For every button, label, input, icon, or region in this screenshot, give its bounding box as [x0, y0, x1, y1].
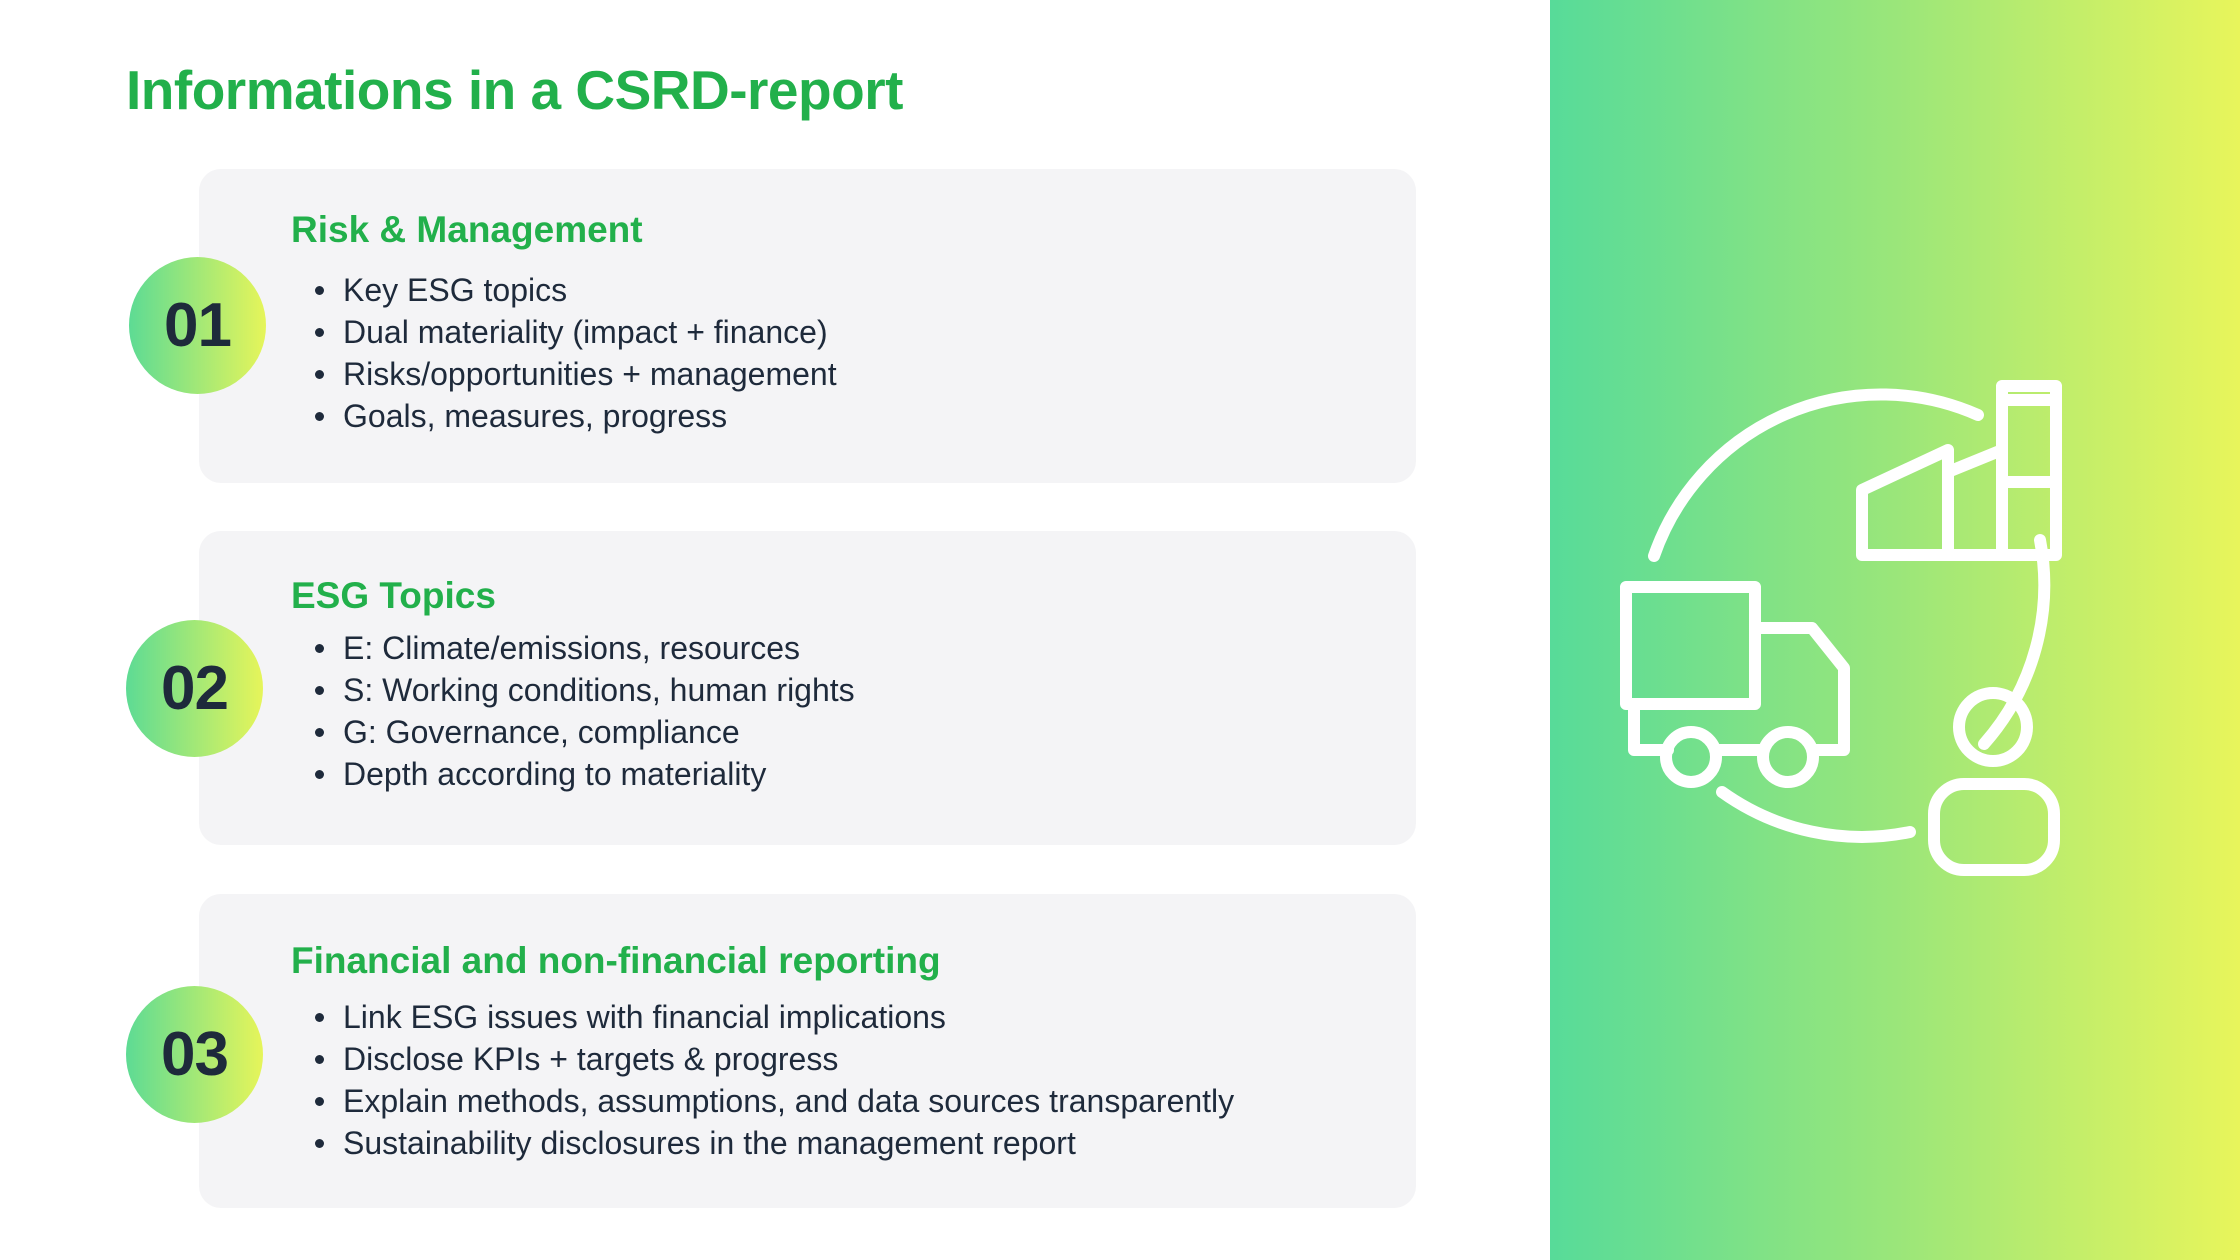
content-area: Informations in a CSRD-report Risk & Man…	[126, 59, 1416, 1208]
section-number-badge: 02	[126, 620, 263, 757]
cycle-arrows-icon	[1648, 388, 2051, 843]
section-heading: Financial and non-financial reporting	[291, 940, 941, 981]
truck-icon	[1620, 581, 1850, 788]
section-bullet-list: Key ESG topics Dual materiality (impact …	[293, 269, 837, 437]
bullet-item: G: Governance, compliance	[293, 711, 855, 753]
bullet-item: Goals, measures, progress	[293, 395, 837, 437]
bullet-item: Disclose KPIs + targets & progress	[293, 1038, 1234, 1080]
bullet-item: Dual materiality (impact + finance)	[293, 311, 837, 353]
gradient-panel	[1550, 0, 2240, 1260]
bullet-item: Sustainability disclosures in the manage…	[293, 1122, 1234, 1164]
section-card-risk-management: Risk & Management Key ESG topics Dual ma…	[199, 169, 1416, 483]
bullet-item: E: Climate/emissions, resources	[293, 627, 855, 669]
supply-chain-illustration	[1620, 380, 2062, 876]
section-number-badge: 03	[126, 986, 263, 1123]
bullet-item: Key ESG topics	[293, 269, 837, 311]
section-heading: Risk & Management	[291, 209, 643, 250]
section-card-financial-reporting: Financial and non-financial reporting Li…	[199, 894, 1416, 1208]
section-number-badge: 01	[129, 257, 266, 394]
bullet-item: Explain methods, assumptions, and data s…	[293, 1080, 1234, 1122]
bullet-item: Risks/opportunities + management	[293, 353, 837, 395]
factory-icon	[1856, 380, 2062, 561]
section-heading: ESG Topics	[291, 575, 496, 616]
page-title: Informations in a CSRD-report	[126, 59, 903, 121]
bullet-item: Depth according to materiality	[293, 753, 855, 795]
section-bullet-list: Link ESG issues with financial implicati…	[293, 996, 1234, 1164]
bullet-item: Link ESG issues with financial implicati…	[293, 996, 1234, 1038]
section-card-esg-topics: ESG Topics E: Climate/emissions, resourc…	[199, 531, 1416, 845]
bullet-item: S: Working conditions, human rights	[293, 669, 855, 711]
person-icon	[1928, 687, 2060, 876]
section-bullet-list: E: Climate/emissions, resources S: Worki…	[293, 627, 855, 795]
